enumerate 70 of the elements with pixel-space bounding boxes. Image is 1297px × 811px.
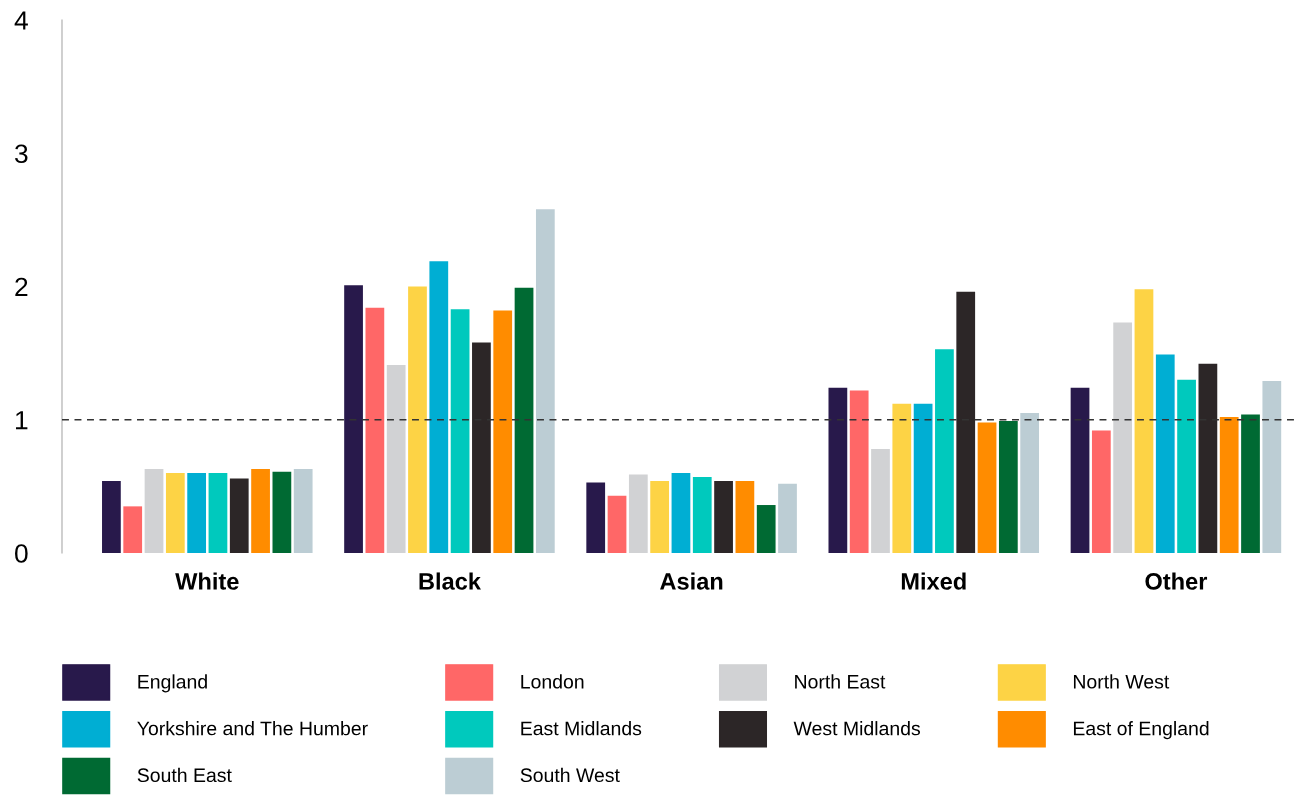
legend-label: East of England	[1073, 721, 1209, 740]
bar	[849, 390, 869, 553]
bar	[208, 473, 228, 553]
bar	[535, 209, 555, 553]
legend-label: South East	[137, 767, 232, 783]
bar	[1219, 417, 1239, 553]
bar	[1020, 413, 1040, 553]
bar	[871, 449, 890, 553]
bar	[1198, 363, 1218, 553]
y-tick-label: 2	[15, 277, 28, 297]
bar	[1177, 379, 1196, 553]
bar	[344, 285, 363, 553]
y-tick-label: 0	[15, 544, 28, 563]
bar	[892, 403, 912, 553]
bar	[778, 483, 797, 553]
bar	[692, 477, 712, 553]
bar	[586, 482, 606, 553]
bar	[514, 287, 534, 553]
legend-label: East Midlands	[521, 721, 642, 736]
bar	[365, 307, 385, 553]
bar	[913, 403, 933, 553]
bar	[450, 309, 470, 553]
bar	[272, 471, 292, 553]
bar	[998, 421, 1018, 553]
bar	[671, 473, 691, 553]
bar	[714, 481, 733, 553]
bar	[472, 342, 491, 553]
x-tick-label: Other	[1145, 572, 1208, 590]
bar	[756, 505, 776, 553]
bar	[293, 469, 313, 553]
x-tick-label: White	[175, 572, 239, 590]
y-tick-label: 1	[16, 411, 28, 430]
bar	[229, 478, 249, 553]
bar	[1091, 430, 1111, 553]
bar	[493, 310, 513, 553]
bar	[977, 422, 997, 553]
x-tick-label: Black	[419, 572, 481, 590]
legend-label: England	[138, 674, 207, 693]
x-tick-label: Asian	[660, 572, 723, 590]
bar	[1113, 322, 1133, 553]
bar	[144, 469, 164, 553]
legend-label: North West	[1073, 674, 1170, 689]
bar	[187, 473, 207, 553]
bar	[650, 481, 670, 553]
bar	[956, 291, 976, 553]
legend-label: North East	[795, 674, 886, 689]
bar	[1070, 387, 1090, 553]
legend-label: London	[521, 674, 584, 689]
bar	[123, 506, 143, 553]
bar	[628, 474, 648, 553]
y-tick-label: 3	[15, 144, 28, 164]
bar	[1155, 354, 1175, 553]
bar	[607, 495, 627, 553]
bar	[1241, 414, 1260, 553]
bar	[386, 365, 406, 553]
bar	[102, 481, 121, 553]
bar	[735, 481, 755, 553]
legend-label: West Midlands	[793, 721, 921, 736]
bar	[251, 469, 270, 553]
bar	[429, 261, 449, 553]
legend-label: South West	[520, 767, 620, 783]
x-tick-label: Mixed	[901, 572, 966, 590]
legend-label: Yorkshire and The Humber	[137, 721, 368, 736]
bar	[1134, 289, 1154, 553]
bar	[165, 473, 185, 553]
bar	[1262, 381, 1282, 553]
bar	[828, 387, 848, 553]
bar	[935, 349, 954, 553]
bar	[408, 286, 427, 553]
y-tick-label: 4	[14, 11, 28, 30]
